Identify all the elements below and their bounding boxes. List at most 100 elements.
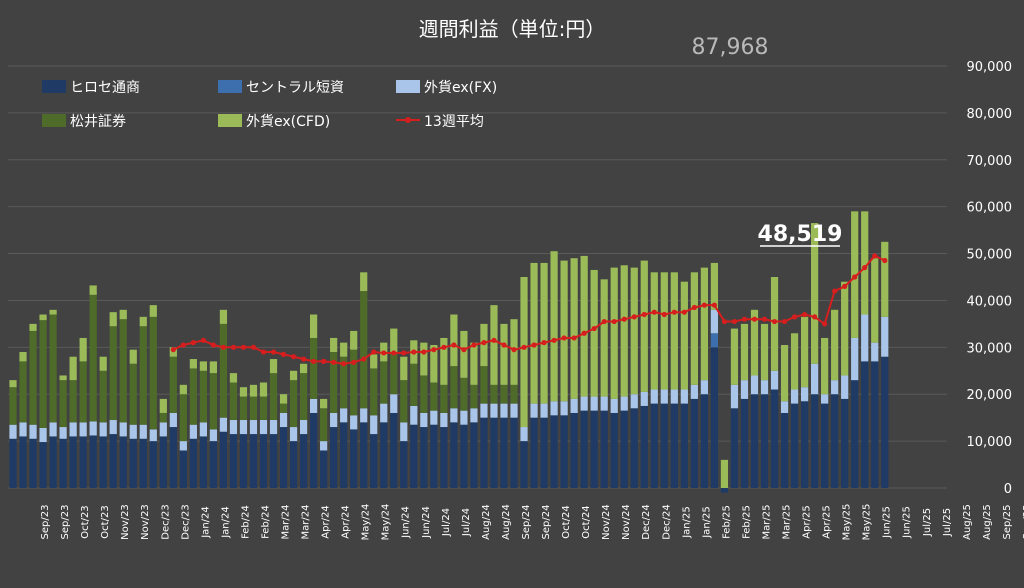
bar-segment [590, 269, 598, 397]
average-marker [381, 350, 387, 356]
bar-segment [560, 260, 568, 402]
bar-segment [199, 422, 207, 437]
bar-segment [430, 424, 438, 488]
bar-segment [660, 272, 668, 390]
bar-segment [881, 241, 889, 317]
average-marker [481, 340, 487, 346]
bar-segment [720, 459, 729, 488]
bar-segment [650, 272, 658, 390]
average-marker [501, 342, 507, 348]
bar-segment [99, 436, 107, 488]
average-marker [371, 349, 377, 355]
bar-segment [229, 382, 238, 421]
x-tick-label: Oct/23 [100, 505, 111, 538]
bar-segment [209, 441, 218, 488]
bar-segment [650, 403, 658, 488]
bar-segment [710, 262, 719, 310]
bar-segment [99, 356, 107, 371]
x-tick-label: Oct/24 [561, 505, 572, 538]
legend-swatch [218, 80, 242, 93]
bar-segment [350, 349, 358, 416]
bar-segment [89, 421, 97, 436]
bar-segment [750, 309, 759, 376]
bar-segment [199, 370, 207, 423]
y-tick-label: 50,000 [967, 248, 1013, 263]
bar-segment [19, 422, 27, 437]
bar-segment [340, 408, 348, 423]
bar-segment [89, 435, 97, 488]
bar-segment [460, 377, 468, 411]
bar-segment [49, 314, 57, 423]
bar-segment [670, 272, 678, 390]
bar-segment [720, 488, 729, 493]
x-tick-label: Jun/24 [421, 506, 432, 539]
bar-segment [540, 262, 548, 404]
x-tick-label: May/24 [381, 504, 392, 541]
x-tick-label: Sep/23 [60, 505, 71, 540]
bar-segment [811, 394, 819, 488]
bar-segment [209, 429, 218, 442]
bar-segment [500, 403, 508, 418]
bar-segment [310, 314, 318, 338]
bar-segment [279, 403, 288, 413]
bar-segment [430, 410, 438, 425]
bar-segment [861, 211, 869, 315]
bar-segment [550, 415, 558, 488]
bar-segment [320, 398, 328, 409]
bar-segment [390, 412, 398, 488]
bar-segment [259, 420, 268, 435]
bar-segment [841, 398, 849, 488]
bar-segment [330, 352, 338, 413]
average-marker [822, 321, 828, 327]
bar-segment [700, 380, 708, 395]
bar-segment [29, 323, 37, 331]
bar-segment [69, 356, 77, 381]
bar-segment [219, 417, 228, 432]
bar-segment [460, 424, 468, 488]
legend-label: 外貨ex(FX) [424, 79, 497, 96]
bar-segment [9, 380, 17, 388]
bar-segment [540, 417, 548, 488]
bar-segment [390, 352, 398, 395]
bar-segment [520, 427, 528, 442]
bar-segment [530, 262, 538, 404]
bar-segment [780, 344, 789, 402]
bar-segment [770, 370, 779, 390]
bar-segment [269, 434, 278, 488]
x-tick-label: Sep/23 [40, 505, 51, 540]
x-tick-label: Aug/25 [982, 504, 993, 540]
bar-segment [730, 408, 739, 488]
bar-segment [770, 389, 779, 488]
bar-segment [440, 384, 448, 413]
x-tick-label: Sep/24 [521, 505, 532, 540]
bar-segment [19, 361, 27, 423]
bar-segment [219, 323, 228, 418]
legend-label: ヒロセ通商 [70, 80, 140, 96]
legend-label: セントラル短資 [246, 80, 344, 96]
bar-segment [159, 398, 167, 413]
bar-segment [229, 434, 238, 488]
bar-segment [310, 398, 318, 413]
legend-swatch [218, 114, 242, 127]
bar-segment [400, 380, 408, 423]
bar-segment [430, 382, 438, 411]
bar-segment [269, 359, 278, 374]
bar-segment [490, 417, 498, 488]
y-tick-label: 20,000 [967, 388, 1013, 403]
average-marker [511, 347, 517, 353]
average-marker [711, 302, 718, 308]
bar-segment [99, 370, 107, 423]
bar-segment [851, 337, 859, 381]
bar-segment [360, 408, 368, 423]
bar-segment [760, 380, 769, 395]
average-marker [681, 309, 687, 315]
bar-segment [169, 427, 177, 488]
bar-segment [640, 260, 648, 392]
x-tick-label: Feb/24 [260, 505, 271, 539]
bar-segment [380, 361, 388, 404]
bar-segment [410, 363, 418, 406]
bar-segment [249, 420, 258, 435]
bar-segment [580, 396, 588, 411]
average-marker [220, 344, 227, 350]
